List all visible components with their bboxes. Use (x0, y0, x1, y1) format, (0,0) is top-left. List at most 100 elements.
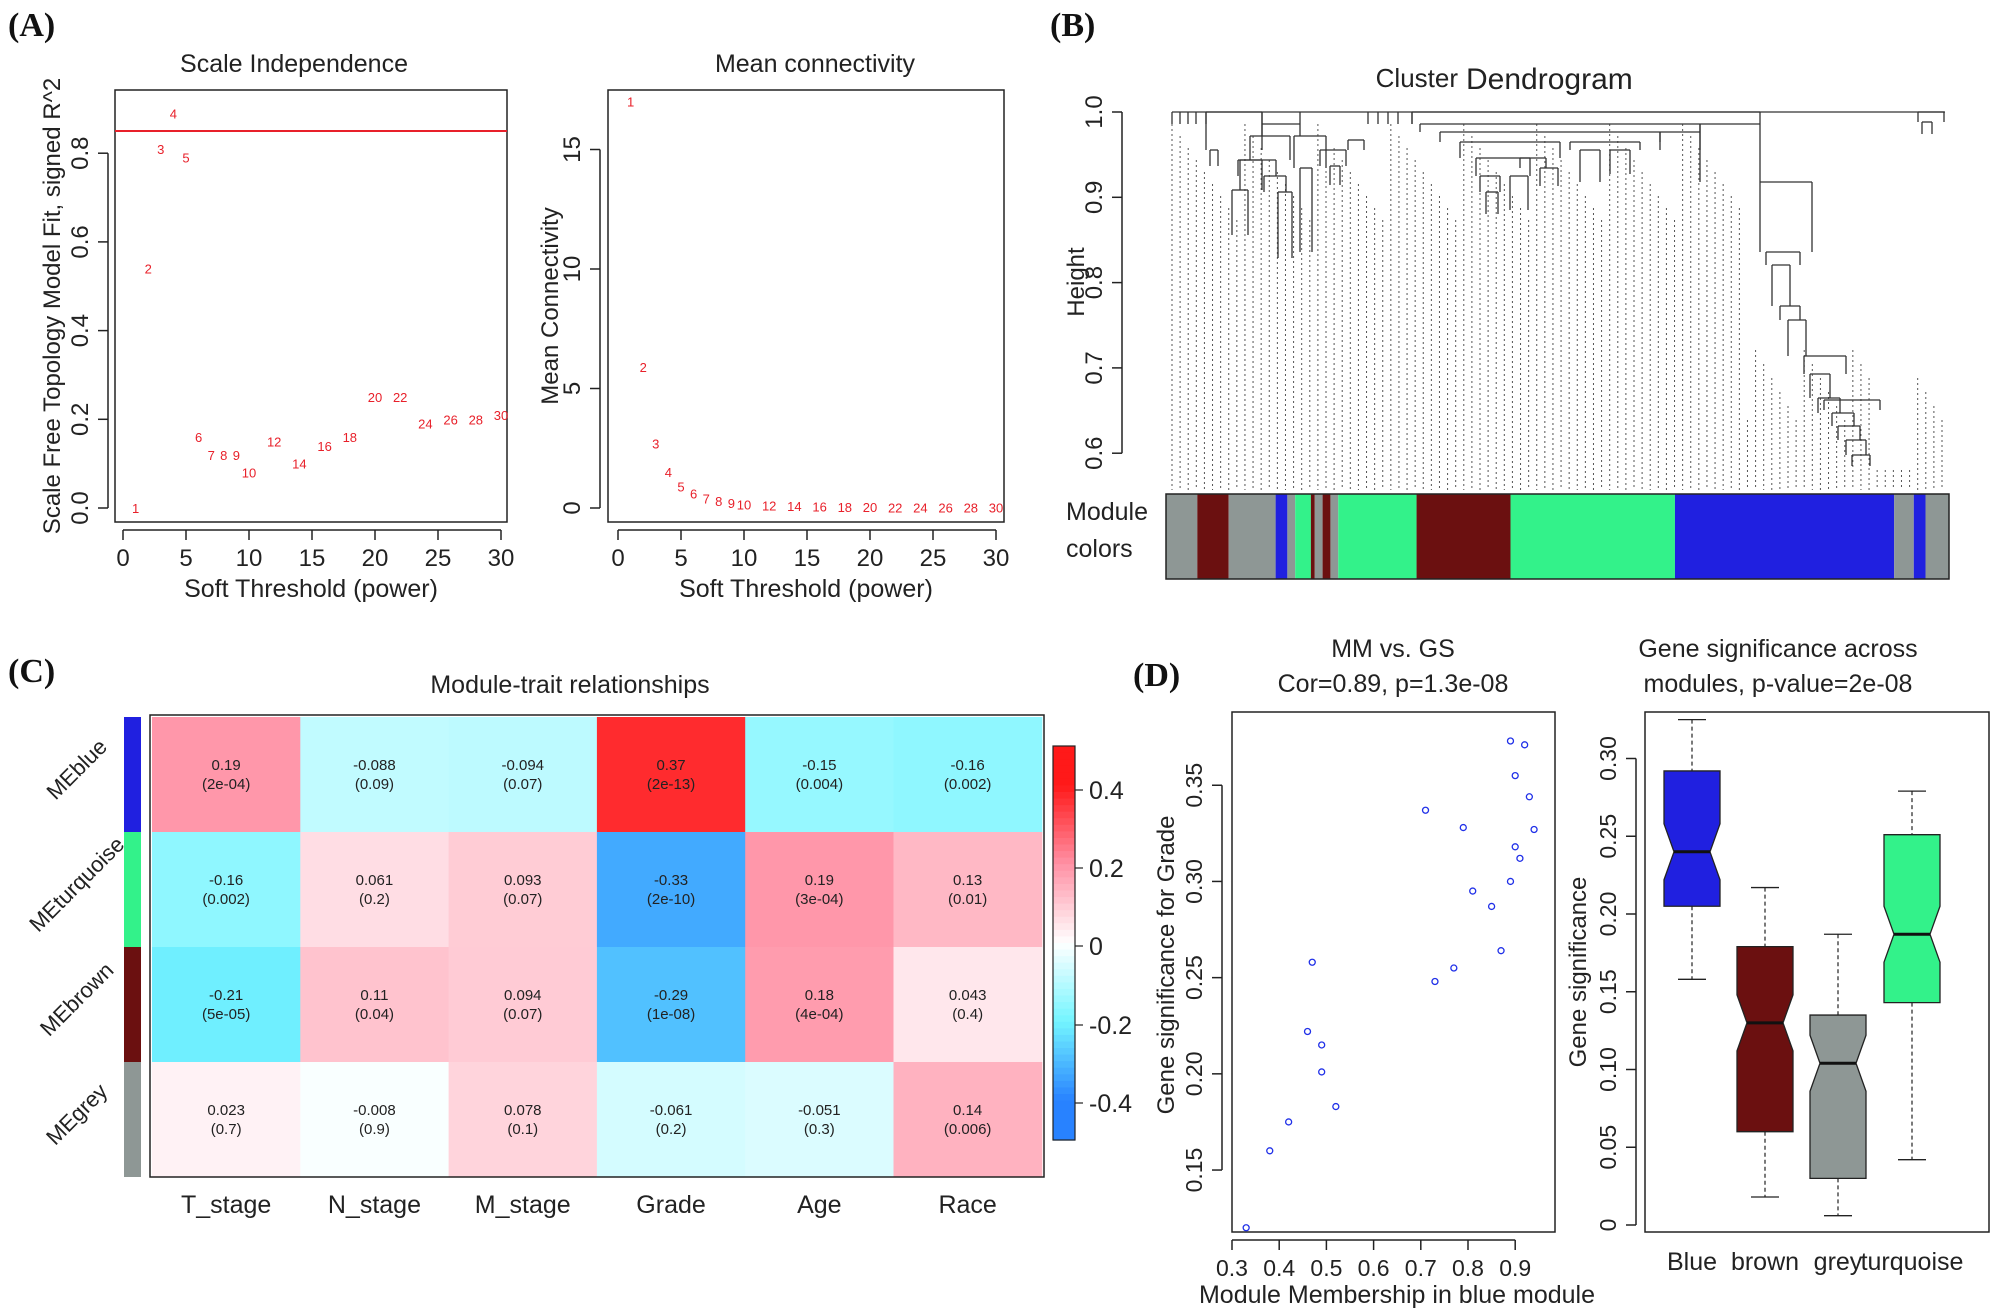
heatmap-cell (596, 947, 746, 1063)
heatmap-cell-value: 0.094 (504, 987, 542, 1004)
scatter-point (1487, 902, 1496, 911)
heatmap-cell-pvalue: (5e-05) (202, 1006, 250, 1023)
heatmap-cell-pvalue: (0.006) (944, 1121, 992, 1138)
scatter-point-label: 16 (317, 439, 331, 454)
module-color-segment (1894, 494, 1914, 579)
x-tick-label: 10 (236, 545, 263, 572)
scatter-point-label: 9 (728, 496, 735, 511)
module-color-segment (1166, 494, 1198, 579)
heatmap-cell-pvalue: (1e-08) (647, 1006, 695, 1023)
color-scale-step (1053, 831, 1075, 839)
heatmap-cell-value: -0.29 (654, 987, 688, 1004)
heatmap-cell-value: -0.008 (353, 1102, 396, 1119)
heatmap-cell-pvalue: (0.9) (359, 1121, 390, 1138)
scatter-point-label: 1 (132, 501, 139, 516)
y-axis-label: Gene significance for Grade (1153, 816, 1180, 1115)
heatmap-cell-value: -0.15 (802, 757, 836, 774)
heatmap-cell-value: 0.043 (949, 987, 987, 1004)
row-color-strip (124, 1062, 141, 1177)
heatmap-cell-value: 0.023 (207, 1102, 245, 1119)
plot-frame (1644, 711, 1990, 1233)
color-scale-step (1053, 883, 1075, 892)
color-scale-step (1053, 962, 1075, 970)
heatmap-cell-pvalue: (2e-10) (647, 891, 695, 908)
y-tick-label: 0.4 (67, 314, 94, 347)
scatter-point-label: 6 (195, 430, 202, 445)
x-axis: 0 5 10 15 20 25 30 (116, 529, 514, 572)
x-tick-label: 0.6 (1358, 1255, 1390, 1281)
heatmap-cell-pvalue: (2e-04) (202, 776, 250, 793)
scatter-point (1459, 823, 1467, 832)
heatmap-cell-value: 0.19 (212, 757, 241, 774)
y-tick-label: 0.7 (1081, 351, 1108, 384)
module-color-segment (1338, 494, 1417, 579)
color-scale-step (1053, 1094, 1075, 1102)
module-colors-label-line1: Module (1066, 498, 1148, 526)
scatter-point (1266, 1147, 1274, 1155)
color-scale-step (1053, 851, 1075, 859)
heatmap-cell-pvalue: (0.07) (503, 1006, 542, 1023)
x-tick-label: 25 (425, 545, 452, 572)
heatmap-cell-pvalue: (0.002) (944, 776, 992, 793)
color-scale-step (1053, 1087, 1075, 1095)
x-category-label: Blue (1667, 1248, 1717, 1276)
scatter-point-label: 22 (888, 500, 902, 515)
scatter-point-label: 18 (838, 500, 852, 515)
heatmap-cell-value: 0.13 (953, 872, 982, 889)
color-scale-step (1053, 1074, 1075, 1082)
color-scale-step (1053, 956, 1075, 964)
y-tick-label: 0.10 (1595, 1047, 1621, 1092)
color-scale-step (1053, 1080, 1075, 1089)
heatmap-cell-pvalue: (0.09) (355, 776, 394, 793)
x-tick-label: 15 (794, 545, 821, 572)
scatter-point-label: 22 (393, 390, 407, 405)
heatmap-cell-value: 0.078 (504, 1102, 542, 1119)
color-scale-step (1053, 752, 1075, 760)
color-scale-step (1053, 1034, 1075, 1043)
color-scale-step (1053, 1126, 1075, 1135)
module-color-segment (1913, 494, 1926, 579)
color-scale-step (1053, 1015, 1075, 1023)
heatmap-cell-pvalue: (0.04) (355, 1006, 394, 1023)
heatmap-cell-pvalue: (0.2) (656, 1121, 687, 1138)
heatmap-cell (745, 947, 894, 1063)
scatter-point-label: 24 (913, 500, 927, 515)
row-label: MEgrey (41, 1079, 112, 1150)
heatmap-cell (300, 1062, 450, 1178)
chart-title: Module-trait relationships (430, 671, 709, 699)
heatmap-cell (152, 947, 301, 1063)
x-axis: 0.3 0.4 0.5 0.6 0.7 0.8 0.9 (1216, 1239, 1531, 1281)
heatmap-cell-pvalue: (0.07) (503, 776, 542, 793)
scatter-point-label: 1 (627, 95, 634, 110)
module-color-segment (1330, 494, 1339, 579)
color-scale-step (1053, 910, 1075, 918)
heatmap-cell (300, 832, 450, 948)
scatter-point-label: 26 (938, 501, 952, 516)
color-scale-step (1053, 916, 1075, 924)
y-axis: 0.0 0.2 0.4 0.6 0.8 (67, 137, 109, 525)
y-tick-label: 0.30 (1595, 736, 1621, 781)
module-color-segment (1314, 494, 1323, 579)
color-scale-step (1053, 805, 1075, 813)
y-axis-label: Mean Connectivity (537, 207, 564, 404)
heatmap-cell-value: -0.051 (798, 1102, 841, 1119)
scatter-point-label: 14 (787, 499, 801, 514)
scatter-point-label: 16 (812, 500, 826, 515)
color-scale-step (1053, 785, 1075, 793)
scatter-point (1525, 793, 1534, 801)
heatmap-cell (152, 832, 301, 948)
module-trait-heatmap: Module-trait relationships 0.19 (2e-04) -0… (24, 671, 1132, 1219)
heatmap-cell-pvalue: (3e-04) (795, 891, 843, 908)
box-body (1809, 1014, 1867, 1179)
heatmap-cell (596, 1062, 746, 1178)
color-scale-step (1053, 1133, 1075, 1141)
heatmap-cell-pvalue: (0.07) (503, 891, 542, 908)
heatmap-cell-pvalue: (0.2) (359, 891, 390, 908)
color-scale-step (1053, 1120, 1075, 1128)
x-category-label: grey (1814, 1248, 1863, 1276)
scatter-point-label: 9 (233, 448, 240, 463)
scatter-point (1530, 825, 1538, 834)
color-scale-step (1053, 746, 1075, 754)
